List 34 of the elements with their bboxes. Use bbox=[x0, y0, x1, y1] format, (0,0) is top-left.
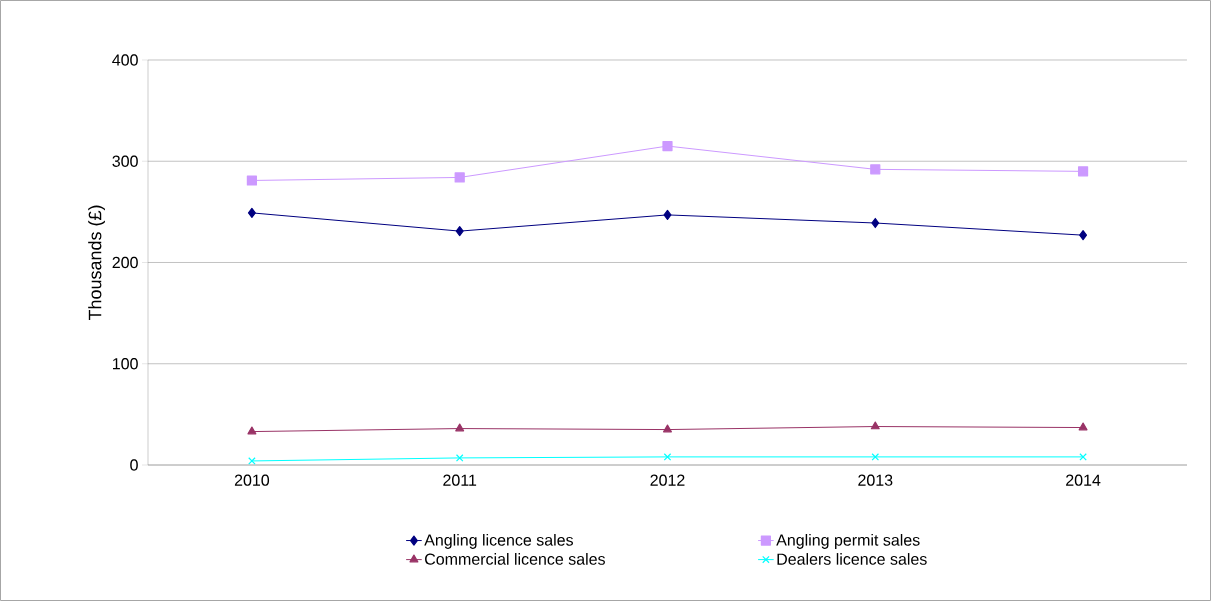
point bbox=[455, 423, 465, 432]
point bbox=[662, 140, 673, 152]
x-tick-label: 2010 bbox=[234, 474, 270, 486]
point bbox=[663, 209, 672, 221]
point bbox=[1077, 166, 1089, 177]
point bbox=[247, 207, 256, 218]
point bbox=[1079, 453, 1087, 461]
point bbox=[871, 217, 880, 229]
y-tick-label: 200 bbox=[112, 256, 138, 269]
point bbox=[455, 226, 464, 237]
legend-label: Commercial licence sales bbox=[425, 553, 605, 565]
x-tick-label: 2012 bbox=[650, 474, 685, 486]
point bbox=[1078, 422, 1088, 431]
x-tick-label: 2011 bbox=[443, 474, 477, 486]
y-axis-title: Thousands (£) bbox=[88, 205, 105, 321]
y-tick-label: 300 bbox=[112, 155, 138, 167]
y-tick-label: 100 bbox=[113, 358, 138, 370]
legend-label: Angling licence sales bbox=[424, 533, 574, 549]
legend-label: Dealers licence sales bbox=[777, 553, 927, 565]
point bbox=[246, 175, 257, 186]
point bbox=[455, 454, 464, 462]
point bbox=[870, 164, 881, 175]
x-tick-label: 2014 bbox=[1066, 474, 1101, 486]
point bbox=[454, 172, 465, 183]
legend-label: Angling permit sales bbox=[776, 533, 920, 549]
y-tick-label: 400 bbox=[112, 54, 138, 66]
y-tick-label: 0 bbox=[130, 459, 138, 471]
point bbox=[871, 453, 880, 461]
point bbox=[870, 421, 880, 430]
point bbox=[247, 426, 257, 435]
x-tick-label: 2013 bbox=[858, 474, 893, 486]
point bbox=[663, 453, 672, 461]
point bbox=[1079, 230, 1088, 241]
point bbox=[662, 424, 672, 433]
